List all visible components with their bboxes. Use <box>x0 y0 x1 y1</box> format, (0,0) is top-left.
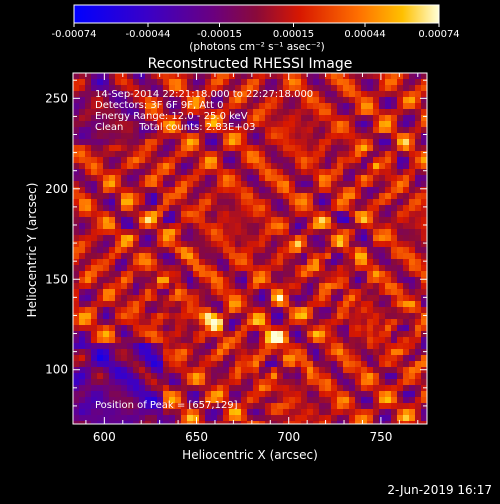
colorbar-ticks: -0.00074 -0.00044 -0.00015 0.00015 0.00044 0.… <box>52 23 460 40</box>
annotation-peak-position: Position of Peak = [657,129] <box>95 400 238 411</box>
colorbar-tick-label: -0.00015 <box>197 29 242 40</box>
colorbar-tick-label: 0.00015 <box>273 29 314 40</box>
colorbar-tick-label: -0.00074 <box>52 29 97 40</box>
x-axis-label: Heliocentric X (arcsec) <box>182 448 318 462</box>
annotation-total-counts: Clean Total counts: 2.83E+03 <box>95 122 255 133</box>
plot-frame <box>72 72 428 425</box>
heatmap-cells <box>73 73 427 424</box>
colorbar: -0.00074 -0.00044 -0.00015 0.00015 0.00044 0.… <box>52 4 460 53</box>
colorbar-tick-label: 0.00074 <box>418 29 459 40</box>
x-tick-label: 650 <box>185 430 208 444</box>
colorbar-tick-label: 0.00044 <box>344 29 385 40</box>
colorbar-tick-label: -0.00044 <box>126 29 171 40</box>
footer-date: 2-Jun-2019 16:17 <box>387 483 492 497</box>
y-axis-label: Heliocentric Y (arcsec) <box>25 183 39 318</box>
axis-ticks: 600 650 700 750 100 150 200 250 <box>45 73 427 444</box>
chart-title: Reconstructed RHESSI Image <box>148 56 353 72</box>
colorbar-unit-label: (photons cm⁻² s⁻¹ asec⁻²) <box>189 41 324 53</box>
colorbar-gradient <box>73 4 440 24</box>
x-tick-label: 600 <box>93 430 116 444</box>
y-tick-label: 250 <box>45 91 68 105</box>
x-tick-label: 750 <box>369 430 392 444</box>
plot-area: 600 650 700 750 100 150 200 250 14-Sep-2014 22:… <box>45 72 428 444</box>
y-tick-label: 150 <box>45 272 68 286</box>
y-tick-label: 200 <box>45 182 68 196</box>
annotation-time-range: 14-Sep-2014 22:21:18.000 to 22:27:18.000 <box>95 89 313 100</box>
annotation-detectors: Detectors: 3F 6F 9F, Att 0 <box>95 100 223 111</box>
annotation-energy-range: Energy Range: 12.0 - 25.0 keV <box>95 111 248 122</box>
y-tick-label: 100 <box>45 363 68 377</box>
x-tick-label: 700 <box>277 430 300 444</box>
